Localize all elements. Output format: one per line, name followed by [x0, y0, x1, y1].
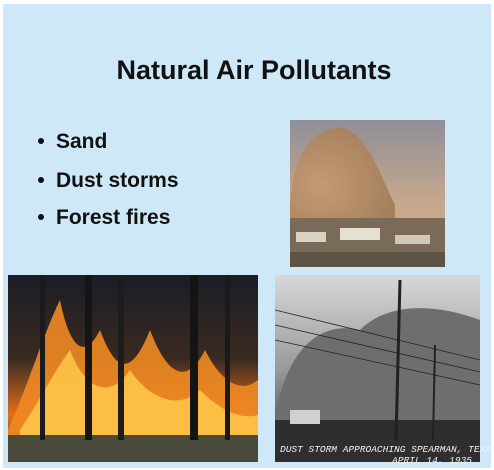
bullet-dot [38, 138, 44, 144]
bullet-dot [38, 177, 44, 183]
bullet-text: Forest fires [56, 206, 170, 229]
photo-caption: DUST STORM APPROACHING SPEARMAN, TEXAS. [280, 444, 494, 455]
bullet-text: Dust storms [56, 169, 179, 192]
sandstorm-photo [290, 120, 445, 267]
photo-detail [190, 275, 198, 440]
photo-detail [118, 275, 124, 440]
forest-fire-photo [8, 275, 258, 462]
photo-detail [85, 275, 92, 440]
slide-title: Natural Air Pollutants [116, 55, 391, 85]
dust-storm-photo: DUST STORM APPROACHING SPEARMAN, TEXAS. … [275, 275, 494, 466]
bullet-dot [38, 214, 44, 220]
photo-detail [395, 235, 430, 244]
slide: Natural Air Pollutants Sand Dust storms … [0, 0, 494, 470]
bullet-text: Sand [56, 130, 107, 153]
photo-caption: APRIL 14, 1935 [391, 455, 472, 466]
photo-detail [40, 275, 45, 440]
photo-detail [340, 228, 380, 240]
photo-detail [290, 252, 445, 267]
photo-detail [296, 232, 326, 242]
photo-detail [8, 435, 258, 462]
photo-detail [290, 410, 320, 424]
photo-detail [225, 275, 230, 440]
